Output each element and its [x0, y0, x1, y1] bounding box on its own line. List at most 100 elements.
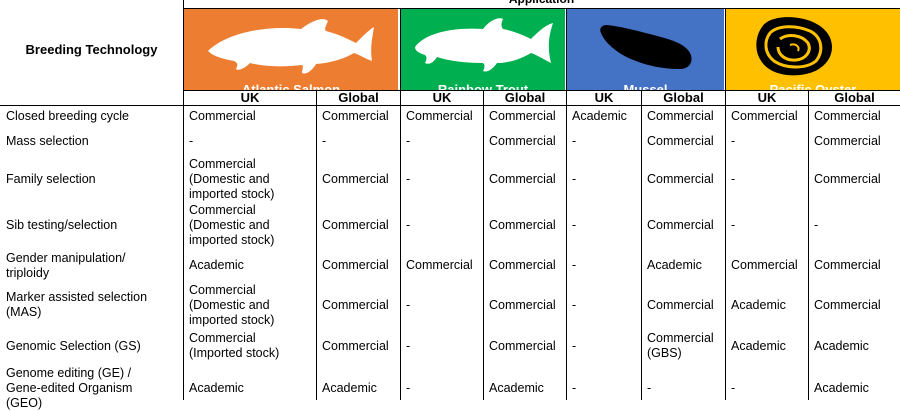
grid-line [641, 90, 642, 400]
species-header-salmon: Atlantic Salmon [184, 9, 398, 97]
table-cell: - [572, 133, 577, 148]
table-cell: - [731, 133, 736, 148]
mussel-silhouette-icon [600, 25, 692, 69]
table-cell: Commercial [814, 297, 881, 312]
grid-line [316, 90, 317, 400]
species-name-trout: Rainbow Trout [437, 82, 529, 97]
species-header-trout: Rainbow Trout [401, 9, 565, 97]
table-cell: - [406, 297, 411, 312]
table-cell: - [572, 258, 577, 272]
table-cell: Commercial [406, 258, 473, 272]
species-name-oyster: Pacific Oyster [769, 82, 857, 97]
table-cell: Commercial [647, 133, 714, 148]
table-cell: Commercial [814, 133, 881, 148]
grid-line [183, 8, 900, 9]
table-cell: - [406, 172, 411, 186]
table-cell: Commercial [489, 172, 556, 186]
species-header-oyster: Pacific Oyster [726, 9, 900, 97]
table-cell: Commercial [322, 338, 389, 353]
table-cell: Commercial (Domestic and imported stock) [189, 157, 275, 201]
technology-label: Family selection [6, 172, 96, 186]
grid-line [566, 8, 567, 400]
table-cell: Academic [322, 380, 377, 395]
table-cell: - [731, 380, 736, 395]
subheader-trout-uk: UK [432, 90, 452, 105]
table-cell: - [731, 172, 736, 186]
table-cell: Academic [814, 380, 869, 395]
table-cell: - [189, 133, 194, 148]
table-cell: Academic [189, 380, 244, 395]
table-cell: - [572, 218, 577, 232]
table-cell: Commercial (Domestic and imported stock) [189, 282, 275, 327]
table-cell: - [406, 218, 411, 232]
table-cell: - [572, 172, 577, 186]
table-cell: - [814, 218, 819, 232]
table-cell: Commercial [489, 218, 556, 232]
table-cell: Academic [572, 109, 627, 123]
table-cell: Commercial [322, 218, 389, 232]
subheader-salmon-uk: UK [240, 90, 260, 105]
table-cell: Commercial [322, 109, 389, 123]
table-cell: - [572, 380, 577, 395]
table-cell: Academic [647, 258, 702, 272]
table-cell: Commercial [489, 109, 556, 123]
species-name-salmon: Atlantic Salmon [241, 82, 341, 97]
technology-label: Mass selection [6, 133, 89, 148]
table-cell: Academic [489, 380, 544, 395]
table-cell: Commercial (GBS) [647, 331, 714, 360]
trout-silhouette-icon [415, 18, 553, 72]
table-cell: - [731, 218, 736, 232]
table-cell: Academic [731, 297, 786, 312]
oyster-silhouette-icon [756, 17, 832, 76]
table-cell: - [572, 338, 577, 353]
subheader-oyster-global: Global [834, 90, 875, 105]
table-cell: Commercial [489, 297, 556, 312]
technology-label: Gender manipulation/ triploidy [6, 250, 126, 280]
grid-line [483, 90, 484, 400]
table-cell: Commercial [489, 338, 556, 353]
grid-line [725, 8, 726, 400]
subheader-mussel-global: Global [663, 90, 704, 105]
subheader-oyster-uk: UK [757, 90, 777, 105]
salmon-silhouette-icon [208, 19, 374, 74]
breeding-technology-header: Breeding Technology [25, 41, 158, 57]
table-cell: Academic [814, 338, 869, 353]
table-cell: Commercial [647, 109, 714, 123]
subheader-mussel-uk: UK [594, 90, 614, 105]
table-cell: Commercial (Domestic and imported stock) [189, 203, 275, 247]
table-cell: Commercial [489, 133, 556, 148]
table-cell: - [406, 133, 411, 148]
table-cell: Commercial [189, 109, 256, 123]
technology-label: Marker assisted selection (MAS) [6, 290, 148, 319]
technology-label: Sib testing/selection [6, 218, 118, 232]
table-cell: Commercial [731, 109, 798, 123]
table-cell: Academic [189, 258, 244, 272]
table-cell: Commercial [814, 172, 881, 186]
grid-line [183, 0, 184, 400]
table-cell: Commercial [322, 297, 389, 312]
grid-line [400, 8, 401, 400]
table-cell: Commercial (Imported stock) [189, 331, 280, 360]
table-cell: Commercial [647, 172, 714, 186]
table-cell: Commercial [814, 258, 881, 272]
subheader-salmon-global: Global [338, 90, 379, 105]
table-cell: Commercial [406, 109, 473, 123]
application-header: Application [183, 0, 900, 8]
table-cell: Commercial [647, 297, 714, 312]
table-cell: - [406, 338, 411, 353]
table-cell: Commercial [731, 258, 798, 272]
table-cell: Commercial [322, 172, 389, 186]
grid-line [808, 90, 809, 400]
technology-label: Genomic Selection (GS) [6, 338, 141, 353]
table-cell: - [647, 380, 652, 395]
table-cell: - [322, 133, 327, 148]
subheader-trout-global: Global [504, 90, 546, 105]
grid-line [0, 105, 900, 106]
species-header-mussel: Mussel [567, 9, 724, 97]
table-cell: - [572, 297, 577, 312]
table-cell: Commercial [322, 258, 389, 272]
species-name-mussel: Mussel [623, 82, 668, 97]
table-cell: - [406, 380, 411, 395]
table-cell: Commercial [489, 258, 556, 272]
grid-line [183, 90, 900, 91]
